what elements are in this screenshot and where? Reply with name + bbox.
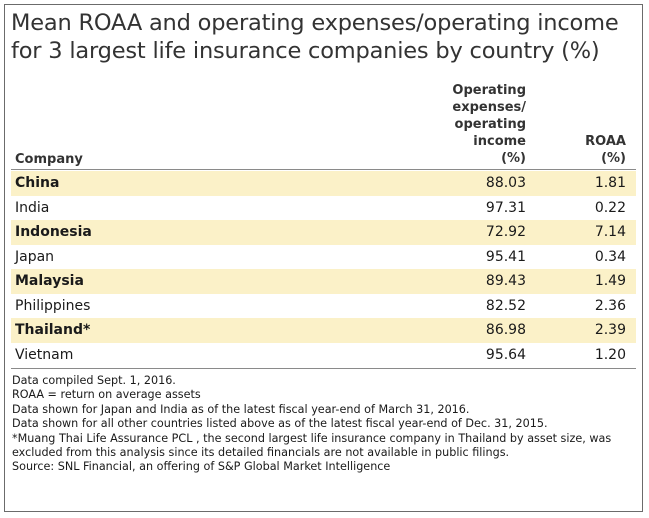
table-row: Malaysia 89.43 1.49 <box>11 269 636 294</box>
opex-cell: 72.92 <box>485 224 526 240</box>
table-row: Thailand* 86.98 2.39 <box>11 318 636 343</box>
chart-title-line-2: for 3 largest life insurance companies b… <box>11 38 600 64</box>
roaa-cell: 2.36 <box>594 297 626 314</box>
source-note: Source: SNL Financial, an offering of S&… <box>12 460 391 474</box>
footnote: ROAA = return on average assets <box>12 388 201 402</box>
company-cell: Japan <box>15 248 55 265</box>
roaa-cell: 1.49 <box>594 273 626 289</box>
column-header-roaa-line: (%) <box>601 151 626 166</box>
company-cell: Philippines <box>15 297 91 314</box>
table-row: Vietnam 95.64 1.20 <box>11 343 636 368</box>
opex-cell: 95.41 <box>485 248 526 265</box>
chart-frame <box>4 4 643 512</box>
footnote: Data compiled Sept. 1, 2016. <box>12 374 176 387</box>
column-header-opex-line: income <box>473 134 526 149</box>
table-bottom-rule <box>11 368 636 369</box>
opex-cell: 86.98 <box>485 322 526 338</box>
column-header-opex: Operating expenses/ operating income (%) <box>416 82 526 167</box>
roaa-cell: 2.39 <box>594 322 626 338</box>
opex-cell: 95.64 <box>485 346 526 363</box>
table-header: Company Operating expenses/ operating in… <box>11 76 636 170</box>
table-row: Indonesia 72.92 7.14 <box>11 220 636 245</box>
column-header-opex-line: Operating <box>452 83 526 98</box>
opex-cell: 82.52 <box>485 297 526 314</box>
table-row: Philippines 82.52 2.36 <box>11 294 636 319</box>
header-rule <box>11 169 636 170</box>
chart-title-line-1: Mean ROAA and operating expenses/operati… <box>11 10 619 36</box>
column-header-opex-line: (%) <box>501 151 526 166</box>
column-header-roaa-line: ROAA <box>585 134 626 149</box>
column-header-opex-line: operating <box>454 117 526 132</box>
company-cell: China <box>15 175 60 191</box>
opex-cell: 97.31 <box>485 199 526 216</box>
table-row: China 88.03 1.81 <box>11 171 636 196</box>
company-cell: Vietnam <box>15 346 74 363</box>
company-cell: Thailand* <box>15 322 91 338</box>
opex-cell: 88.03 <box>485 175 526 191</box>
footnote: Data shown for Japan and India as of the… <box>12 402 470 416</box>
table-row: Japan 95.41 0.34 <box>11 245 636 270</box>
roaa-cell: 0.34 <box>594 248 626 265</box>
table-row: India 97.31 0.22 <box>11 196 636 221</box>
company-cell: Indonesia <box>15 224 92 240</box>
footnote: *Muang Thai Life Assurance PCL , the sec… <box>12 431 612 460</box>
roaa-cell: 1.20 <box>594 346 626 363</box>
column-header-company: Company <box>15 152 83 167</box>
column-header-opex-line: expenses/ <box>452 100 526 115</box>
footnotes: Data compiled Sept. 1, 2016. ROAA = retu… <box>12 374 634 475</box>
chart-title: Mean ROAA and operating expenses/operati… <box>11 9 631 65</box>
roaa-cell: 0.22 <box>594 199 626 216</box>
data-table: China 88.03 1.81 India 97.31 0.22 Indone… <box>11 171 636 367</box>
roaa-cell: 7.14 <box>594 224 626 240</box>
column-header-roaa: ROAA (%) <box>566 133 626 167</box>
company-cell: India <box>15 199 50 216</box>
footnote: Data shown for all other countries liste… <box>12 417 548 431</box>
opex-cell: 89.43 <box>485 273 526 289</box>
roaa-cell: 1.81 <box>594 175 626 191</box>
company-cell: Malaysia <box>15 273 84 289</box>
